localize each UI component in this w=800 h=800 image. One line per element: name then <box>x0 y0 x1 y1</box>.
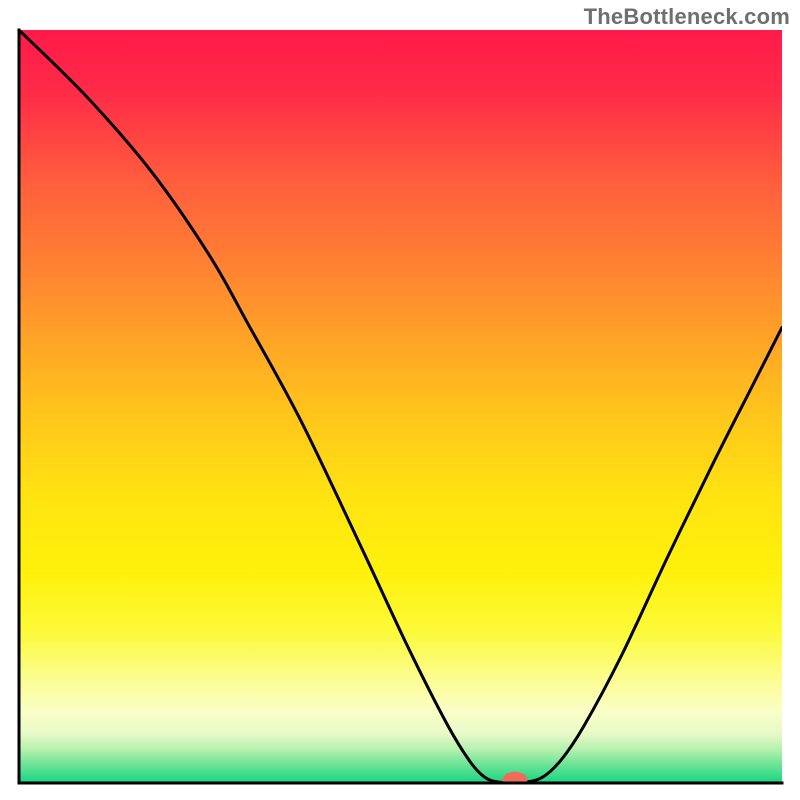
watermark-text: TheBottleneck.com <box>584 4 790 30</box>
bottleneck-chart <box>0 0 800 800</box>
gradient-background <box>19 30 782 783</box>
chart-container: TheBottleneck.com <box>0 0 800 800</box>
